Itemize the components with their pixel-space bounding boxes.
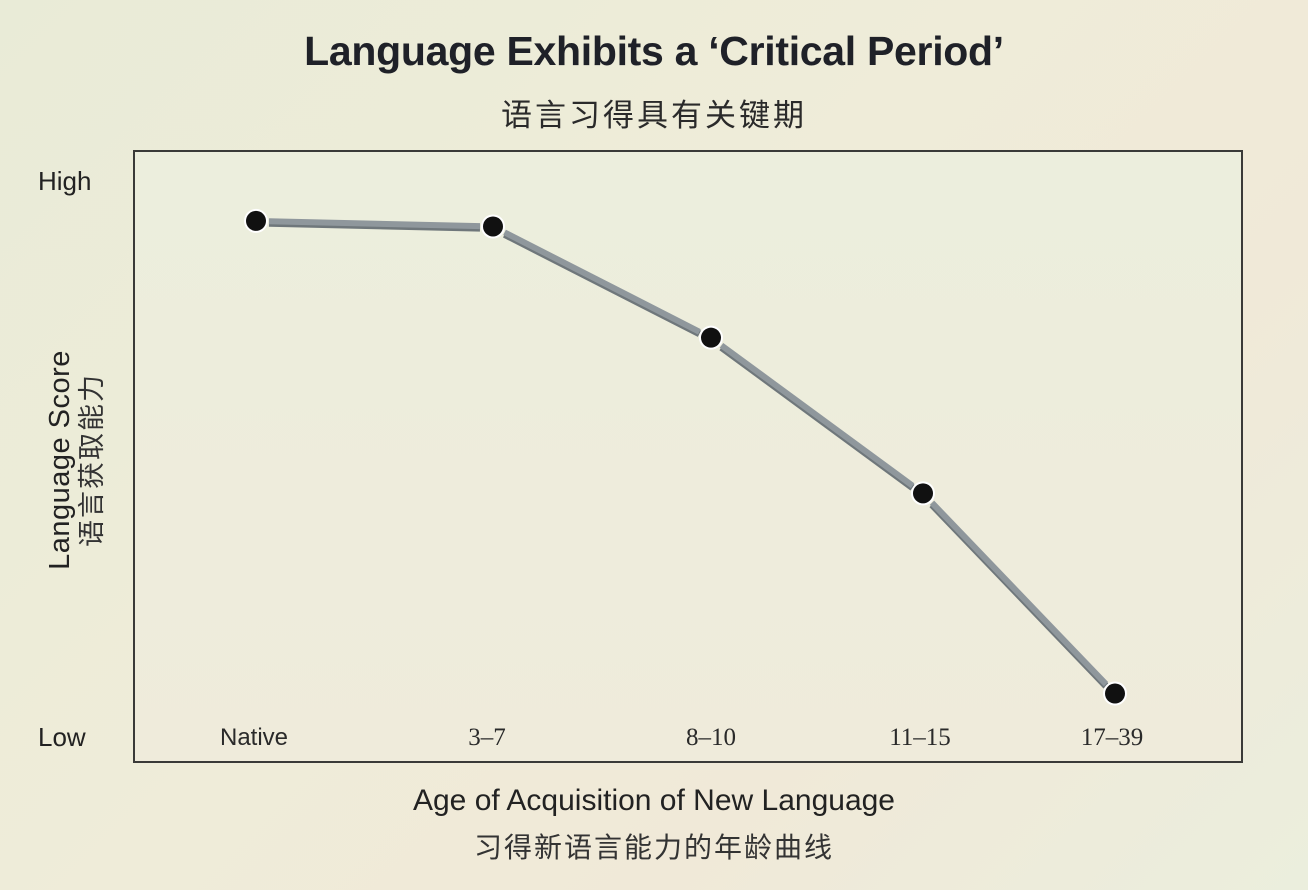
data-point-0 xyxy=(246,210,266,231)
x-tick-8-10: 8–10 xyxy=(686,724,736,751)
y-tick-high: High xyxy=(38,166,92,196)
data-point-2 xyxy=(701,327,721,348)
data-point-4 xyxy=(1105,683,1125,704)
plot-area xyxy=(133,150,1243,763)
chart-subtitle: 语言习得具有关键期 xyxy=(501,98,807,134)
x-axis-title-zh: 习得新语言能力的年龄曲线 xyxy=(473,831,834,864)
x-tick-11-15: 11–15 xyxy=(889,724,951,751)
x-tick-3-7: 3–7 xyxy=(468,724,506,751)
y-tick-low: Low xyxy=(38,722,86,752)
data-point-3 xyxy=(913,483,933,504)
chart-title: Language Exhibits a ‘Critical Period’ xyxy=(304,28,1004,74)
series-markers xyxy=(244,208,1127,706)
x-axis-title: Age of Acquisition of New Language xyxy=(412,784,895,817)
series-line xyxy=(268,218,1109,689)
data-point-1 xyxy=(483,216,503,237)
x-tick-17-39: 17–39 xyxy=(1080,724,1144,751)
x-tick-native: Native xyxy=(219,724,289,751)
